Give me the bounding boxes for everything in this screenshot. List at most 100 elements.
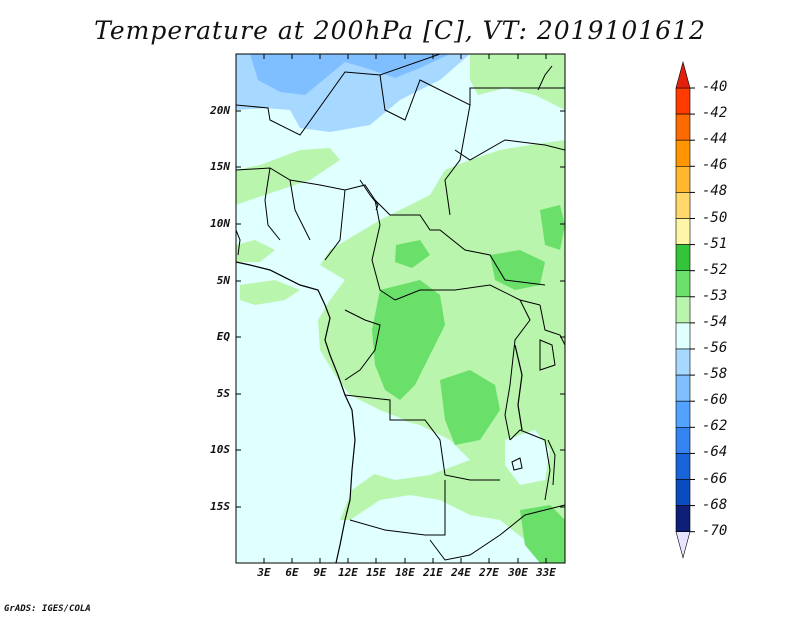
field-region-53-west	[236, 240, 275, 262]
border-mali-guinea	[264, 167, 281, 241]
colorbar-label: -64	[702, 444, 728, 461]
colorbar-label: -40	[702, 79, 728, 95]
lake-small	[511, 457, 523, 471]
x-tick-label: 3E	[257, 566, 271, 579]
x-tick-label: 6E	[285, 566, 299, 579]
border-angola-namibia	[349, 480, 446, 536]
colorbar-swatch	[675, 348, 691, 376]
colorbar	[675, 60, 695, 559]
border-drc-east	[504, 299, 531, 441]
field-region-52-a	[372, 280, 445, 400]
colorbar-swatch	[675, 426, 691, 454]
coast-red-sea	[537, 65, 553, 91]
border-gabon-congo	[344, 309, 381, 381]
y-tick-label: 10S	[210, 443, 230, 456]
country-borders	[236, 54, 565, 563]
colorbar-label: -44	[702, 131, 728, 148]
y-tick-label: 20N	[210, 104, 230, 117]
colorbar-label: -68	[702, 496, 728, 513]
lake-victoria	[539, 339, 556, 371]
border-burkina	[289, 179, 311, 241]
colorbar-label: -62	[702, 418, 728, 435]
x-tick-label: 9E	[313, 566, 327, 579]
x-tick-label: 18E	[395, 566, 415, 579]
colorbar-swatch	[675, 270, 691, 298]
y-tick-label: 15N	[210, 160, 230, 173]
map-title: Temperature at 200hPa [C], VT: 201910161…	[94, 16, 706, 45]
field-region-58	[250, 54, 450, 95]
axis-ticks	[236, 54, 565, 563]
colorbar-swatch	[675, 479, 691, 506]
colorbar-label: -53	[702, 287, 728, 304]
border-nigeria-west	[324, 189, 346, 261]
colorbar-label: -58	[702, 366, 728, 383]
colorbar-label: -42	[702, 105, 728, 122]
colorbar-swatch	[675, 453, 691, 480]
temperature-field	[236, 54, 565, 563]
colorbar-label: -52	[702, 261, 728, 278]
colorbar-swatch	[675, 192, 691, 219]
colorbar-swatch	[675, 400, 691, 428]
y-tick-label: 5S	[216, 387, 230, 400]
colorbar-label: -54	[702, 313, 728, 330]
x-tick-label: 21E	[423, 566, 443, 579]
grads-credit: GrADS: IGES/COLA	[4, 604, 91, 614]
x-tick-label: 12E	[338, 566, 358, 579]
colorbar-label: -66	[702, 470, 728, 487]
y-tick-label: 15S	[210, 500, 230, 513]
border-tanzania	[509, 429, 551, 501]
x-tick-label: 24E	[451, 566, 471, 579]
coastline-west	[236, 261, 356, 563]
colorbar-swatch	[675, 166, 691, 193]
field-region-53-sahel	[236, 148, 340, 205]
field-region-54-angola	[345, 415, 470, 480]
colorbar-label: -48	[702, 183, 728, 200]
colorbar-label: -70	[702, 522, 728, 539]
colorbar-bottom-arrow	[675, 531, 691, 559]
border-sudan	[454, 139, 565, 161]
colorbar-swatch	[675, 87, 691, 115]
field-region-52-b	[440, 370, 500, 445]
map-frame	[235, 53, 566, 564]
field-region-52-f	[395, 240, 430, 268]
border-uganda-kenya	[539, 304, 565, 346]
border-car-north	[374, 199, 546, 286]
colorbar-swatch	[675, 113, 691, 141]
border-chad-sudan	[444, 104, 471, 216]
field-region-54-chad	[400, 140, 445, 175]
colorbar-label: -56	[702, 340, 728, 356]
y-tick-label: 10N	[210, 217, 230, 230]
border-libya-egypt	[379, 74, 565, 121]
border-cameroon	[371, 224, 396, 301]
colorbar-swatch	[675, 322, 691, 350]
y-tick-label: EQ	[216, 330, 230, 343]
x-tick-label: 33E	[536, 566, 556, 579]
border-sahel	[236, 167, 381, 226]
lake-malawi	[547, 439, 556, 486]
field-region-54-lake	[505, 430, 550, 485]
field-region-53-ne	[470, 54, 565, 110]
colorbar-swatch	[675, 505, 691, 533]
colorbar-label: -50	[702, 209, 728, 226]
border-angola-drc	[344, 394, 500, 481]
colorbar-label: -51	[702, 235, 728, 252]
colorbar-top-arrow	[675, 60, 691, 89]
field-region-53-central	[318, 140, 565, 563]
coast-liberia	[236, 229, 241, 256]
field-region-52-c	[490, 250, 545, 290]
colorbar-swatch	[675, 374, 691, 402]
colorbar-swatch	[675, 296, 691, 324]
x-tick-label: 15E	[366, 566, 386, 579]
colorbar-label: -60	[702, 392, 728, 409]
field-region-53-gulf	[240, 280, 300, 305]
border-car-south	[394, 284, 541, 306]
field-region-52-e	[520, 505, 565, 563]
x-tick-label: 30E	[508, 566, 528, 579]
colorbar-label: -46	[702, 157, 728, 174]
lake-tanganyika	[514, 344, 523, 431]
colorbar-swatch	[675, 218, 691, 245]
colorbar-swatch	[675, 244, 691, 272]
field-region-52-d	[540, 205, 565, 250]
border-zambia-zim	[429, 504, 565, 561]
